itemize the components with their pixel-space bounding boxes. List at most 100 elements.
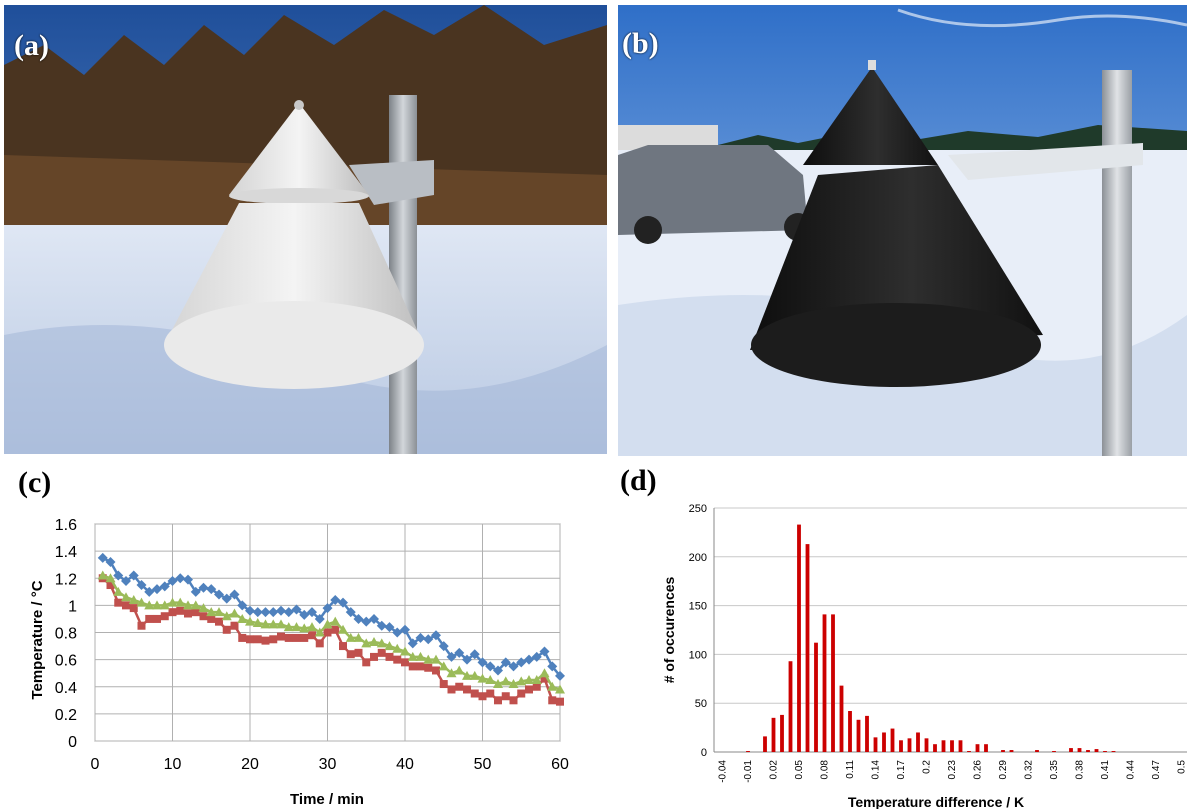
y-tick-label: 1 <box>68 598 77 615</box>
x-tick-label: 0.14 <box>871 760 882 780</box>
data-point <box>245 605 255 616</box>
photo-black-cone-illustration <box>618 5 1187 456</box>
data-point <box>392 627 403 638</box>
data-point <box>547 661 558 672</box>
data-point <box>245 616 255 626</box>
histogram-bar <box>916 732 920 752</box>
data-point <box>446 668 457 678</box>
data-point <box>416 662 425 671</box>
histogram-bar <box>771 717 776 752</box>
data-point <box>345 607 356 618</box>
y-tick-label: 1.2 <box>55 571 77 588</box>
x-tick-label: 0.26 <box>973 760 984 780</box>
data-point <box>370 652 378 661</box>
x-tick-label: 0.08 <box>820 760 831 780</box>
data-point <box>114 598 123 607</box>
data-point <box>252 618 263 628</box>
x-tick-label: 0.29 <box>998 760 1009 780</box>
data-point <box>167 597 178 607</box>
data-point <box>462 654 472 665</box>
x-tick-label: 0.41 <box>1100 760 1111 780</box>
histogram-bar <box>814 642 818 752</box>
data-point <box>291 604 302 615</box>
data-point <box>346 650 355 659</box>
data-point <box>198 582 209 593</box>
data-point <box>408 662 417 671</box>
temperature-line-chart-panel: (c) 0 0.2 0.4 0.6 0.8 1 1.2 1.4 1.6 0 10 20 30 40 50 60… <box>0 456 600 809</box>
data-point <box>493 665 503 676</box>
data-point <box>299 623 310 633</box>
x-tick-label: 20 <box>241 756 259 773</box>
data-point <box>260 619 271 629</box>
data-point <box>207 614 216 623</box>
data-point <box>384 622 395 633</box>
data-point <box>477 657 488 668</box>
histogram-bar <box>780 714 784 752</box>
x-tick-label: 0.23 <box>947 760 958 780</box>
y-axis-label: # of occurences <box>661 576 677 683</box>
histogram-bar <box>865 715 869 752</box>
data-point <box>246 635 254 644</box>
data-point <box>307 622 317 632</box>
data-point <box>159 581 170 592</box>
data-point <box>276 605 286 616</box>
data-point <box>432 666 440 675</box>
temperature-line-chart: 0 0.2 0.4 0.6 0.8 1 1.2 1.4 1.6 0 10 20 30 40 50 60 Tim… <box>29 517 569 808</box>
data-point <box>184 609 192 618</box>
temperature-difference-histogram-panel: (d) 0 50 100 150 200 250 -0.04 -0.01 0.02 0.05 0.0… <box>610 456 1187 809</box>
x-tick-label: 0.32 <box>1024 760 1035 780</box>
data-point <box>322 603 333 614</box>
data-point <box>400 624 410 635</box>
data-point <box>354 648 363 657</box>
x-tick-label: 30 <box>319 756 337 773</box>
data-point <box>486 689 495 698</box>
data-point <box>385 652 394 661</box>
data-point <box>500 676 511 686</box>
histogram-bar <box>967 751 971 752</box>
data-point <box>137 621 146 630</box>
histogram-bar <box>746 751 750 752</box>
data-point <box>462 670 472 680</box>
photo-black-cone: (b) <box>618 5 1187 456</box>
data-point <box>136 597 147 607</box>
data-point <box>525 685 533 694</box>
x-tick-label: 0.5 <box>1177 760 1187 774</box>
data-point <box>447 685 456 694</box>
data-point <box>469 670 480 680</box>
data-point <box>361 616 372 627</box>
photo-white-cone-illustration <box>4 5 607 454</box>
x-tick-label: 0.2 <box>922 760 933 774</box>
data-point <box>268 607 279 618</box>
data-point <box>105 556 116 567</box>
data-point <box>136 580 147 591</box>
data-point <box>555 670 565 681</box>
data-point <box>338 624 348 634</box>
x-tick-label: 0 <box>91 756 100 773</box>
data-point <box>214 589 224 600</box>
x-tick-label: 0.05 <box>794 760 805 780</box>
data-point <box>175 597 186 607</box>
data-point <box>113 586 124 596</box>
data-point <box>516 676 527 686</box>
x-tick-label: 0.02 <box>769 760 780 780</box>
data-point <box>322 619 333 629</box>
histogram-bar <box>941 740 946 752</box>
histogram-bar <box>788 661 793 752</box>
data-point <box>97 570 108 580</box>
histogram-bar <box>1086 750 1090 752</box>
data-point <box>190 600 201 610</box>
x-tick-label: 0.11 <box>845 760 856 779</box>
data-point <box>314 627 325 637</box>
y-tick-label: 0 <box>701 747 707 759</box>
y-tick-label: 0.4 <box>55 680 77 697</box>
data-point <box>206 607 217 617</box>
data-point <box>253 635 262 644</box>
histogram-bar <box>950 740 954 752</box>
data-point <box>221 593 232 604</box>
data-point <box>283 622 294 632</box>
histogram-bar <box>924 738 929 752</box>
x-tick-label: 0.44 <box>1126 760 1137 780</box>
data-point <box>423 654 434 664</box>
data-point <box>230 621 239 630</box>
data-point <box>509 696 518 705</box>
